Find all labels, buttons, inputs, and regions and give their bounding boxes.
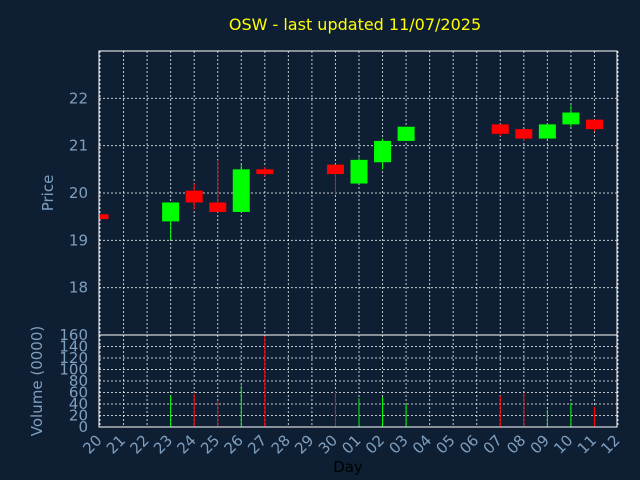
volume-tick-label: 120 <box>59 349 88 367</box>
candle <box>491 124 509 137</box>
volume-tick-label: 40 <box>69 395 88 413</box>
volume-tick-label: 100 <box>59 361 88 379</box>
candle-body <box>374 140 392 163</box>
candle-body <box>585 119 603 130</box>
x-axis-ticks: 2021222324252627282930010203040506070809… <box>79 431 623 457</box>
candle <box>562 105 580 127</box>
volume-tick-label: 60 <box>69 384 88 402</box>
candle <box>256 166 274 177</box>
volume-tick-label: 140 <box>59 338 88 356</box>
candle-body <box>326 164 344 175</box>
candle <box>350 157 368 184</box>
price-axis-ticks: 18 19 20 21 22 <box>69 89 88 296</box>
candle-body <box>256 169 274 175</box>
candle <box>374 138 392 170</box>
price-grid <box>99 51 619 335</box>
chart-title: OSW - last updated 11/07/2025 <box>229 15 481 34</box>
volume-tick-label: 0 <box>78 418 88 436</box>
volume-panel-frame <box>98 334 618 428</box>
candle <box>538 124 556 139</box>
x-axis-label: Day <box>333 458 363 476</box>
candle <box>585 119 603 132</box>
volume-tick-label: 20 <box>69 407 88 425</box>
volume-tick-label: 160 <box>59 326 88 344</box>
candle <box>162 202 180 241</box>
candle-body <box>232 169 250 212</box>
price-axis-label: Price <box>39 175 57 212</box>
volume-tick-label: 80 <box>69 372 88 390</box>
candle <box>232 164 250 212</box>
candle-body <box>162 202 180 222</box>
price-tick-label: 22 <box>69 89 88 107</box>
candle <box>99 214 109 220</box>
price-tick-label: 18 <box>69 279 88 297</box>
candle-body <box>397 126 415 141</box>
candle <box>209 159 227 212</box>
candle-body <box>185 190 203 203</box>
candle-body <box>562 112 580 125</box>
price-tick-label: 19 <box>69 231 88 249</box>
candle-body <box>99 214 109 220</box>
price-candles <box>99 105 603 241</box>
candle-body <box>491 124 509 134</box>
candle <box>515 129 533 141</box>
price-tick-label: 20 <box>69 184 88 202</box>
candle-body <box>209 202 227 212</box>
price-tick-label: 21 <box>69 137 88 155</box>
candle-body <box>538 124 556 139</box>
candle-body <box>515 129 533 139</box>
volume-axis-label: Volume (0000) <box>28 326 46 436</box>
volume-bars <box>170 336 595 427</box>
candle <box>397 126 415 141</box>
candle-body <box>350 159 368 184</box>
candle <box>185 183 203 210</box>
candle <box>326 164 344 193</box>
